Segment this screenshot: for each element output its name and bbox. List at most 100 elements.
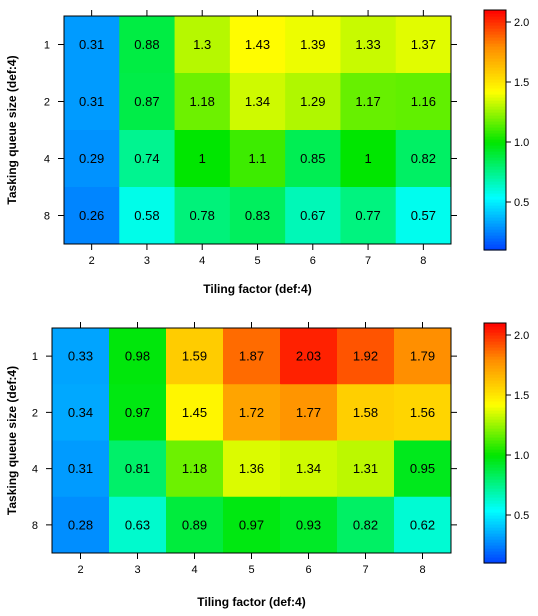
heatmap-cell <box>64 130 120 188</box>
colorbar-band <box>484 386 506 390</box>
y-tick-label: 8 <box>32 520 38 532</box>
heatmap-cell <box>52 496 110 554</box>
colorbar-band <box>484 232 506 236</box>
cell-value-label: 0.88 <box>134 37 159 52</box>
cell-value-label: 1.39 <box>300 37 325 52</box>
x-tick-label: 7 <box>362 564 368 576</box>
cell-value-label: 1.16 <box>411 94 436 109</box>
colorbar-band <box>484 94 506 98</box>
colorbar-tick-label: 1.5 <box>514 390 529 402</box>
colorbar-band <box>484 127 506 131</box>
colorbar-band <box>484 226 506 230</box>
colorbar-band <box>484 145 506 149</box>
colorbar-band <box>484 148 506 152</box>
colorbar-band <box>484 539 506 543</box>
y-tick-label: 4 <box>44 154 50 166</box>
colorbar-band <box>484 452 506 456</box>
cell-value-label: 1.79 <box>410 349 435 364</box>
cell-value-label: 0.57 <box>411 208 436 223</box>
colorbar-band <box>484 121 506 125</box>
heatmap-cell <box>223 384 281 441</box>
heatmap-cell <box>285 130 341 188</box>
colorbar-band <box>484 413 506 417</box>
heatmap-cell <box>285 16 341 74</box>
colorbar-band <box>484 85 506 89</box>
colorbar-band <box>484 497 506 501</box>
cell-value-label: 2.03 <box>296 349 321 364</box>
colorbar-band <box>484 103 506 107</box>
colorbar: 0.5 1.0 1.5 2.0 <box>483 322 529 564</box>
colorbar-band <box>484 509 506 513</box>
colorbar-band <box>484 97 506 101</box>
colorbar-band <box>484 166 506 170</box>
colorbar-band <box>484 461 506 465</box>
colorbar-band <box>484 428 506 432</box>
colorbar-band <box>484 416 506 420</box>
cell-value-label: 1 <box>199 151 206 166</box>
heatmap-cell <box>280 328 338 385</box>
colorbar-band <box>484 91 506 95</box>
cell-value-label: 0.67 <box>300 208 325 223</box>
colorbar-band <box>484 13 506 17</box>
colorbar-band <box>484 371 506 375</box>
heatmap-cell <box>174 187 231 245</box>
colorbar-band <box>484 157 506 161</box>
colorbar-band <box>484 154 506 158</box>
colorbar-band <box>484 362 506 366</box>
colorbar-band <box>484 34 506 38</box>
heatmap-cell <box>64 73 120 131</box>
heatmap-cell <box>119 187 176 245</box>
x-axis-title: Tiling factor (def:4) <box>197 595 305 609</box>
colorbar-band <box>484 205 506 209</box>
colorbar-band <box>484 554 506 558</box>
colorbar-band <box>484 524 506 528</box>
colorbar-band <box>484 196 506 200</box>
colorbar-band <box>484 500 506 504</box>
colorbar-band <box>484 536 506 540</box>
heatmap-cell <box>337 328 395 385</box>
cell-value-label: 1.87 <box>239 349 264 364</box>
cell-value-label: 0.34 <box>68 405 93 420</box>
cell-value-label: 1.59 <box>182 349 207 364</box>
heatmap-cell <box>166 496 224 554</box>
colorbar-band <box>484 449 506 453</box>
colorbar-frame <box>483 9 507 251</box>
cell-value-label: 1.77 <box>296 405 321 420</box>
heatmap-cell <box>119 130 176 188</box>
colorbar-band <box>484 238 506 242</box>
cell-value-label: 0.26 <box>79 208 104 223</box>
cell-value-label: 0.95 <box>410 461 435 476</box>
heatmap-cell <box>229 16 286 74</box>
colorbar-tick-label: 1.5 <box>514 77 529 89</box>
colorbar-band <box>484 374 506 378</box>
heatmap-cell <box>109 384 167 441</box>
colorbar-band <box>484 22 506 26</box>
x-tick-label: 4 <box>191 564 197 576</box>
cell-value-label: 0.58 <box>134 208 159 223</box>
cell-value-label: 1.58 <box>353 405 378 420</box>
cell-value-label: 0.97 <box>239 517 264 532</box>
heatmap-cell <box>109 440 167 498</box>
heatmap-cell <box>337 440 395 498</box>
x-tick-label: 3 <box>144 255 150 267</box>
colorbar-band <box>484 329 506 333</box>
colorbar-band <box>484 419 506 423</box>
heatmap-cell <box>394 440 452 498</box>
colorbar-band <box>484 530 506 534</box>
colorbar-band <box>484 392 506 396</box>
colorbar-band <box>484 323 506 327</box>
cell-value-label: 0.81 <box>125 461 150 476</box>
cell-value-label: 0.93 <box>296 517 321 532</box>
cell-value-label: 0.82 <box>353 517 378 532</box>
heatmap-cell <box>119 73 176 131</box>
colorbar-band <box>484 190 506 194</box>
heatmap-cell <box>223 440 281 498</box>
heatmap-cell <box>340 187 397 245</box>
x-tick-label: 6 <box>310 255 316 267</box>
cell-value-label: 1.29 <box>300 94 325 109</box>
colorbar-band <box>484 557 506 561</box>
colorbar-tick-label: 1.0 <box>514 137 529 149</box>
colorbar-band <box>484 506 506 510</box>
cell-value-label: 1.34 <box>245 94 270 109</box>
